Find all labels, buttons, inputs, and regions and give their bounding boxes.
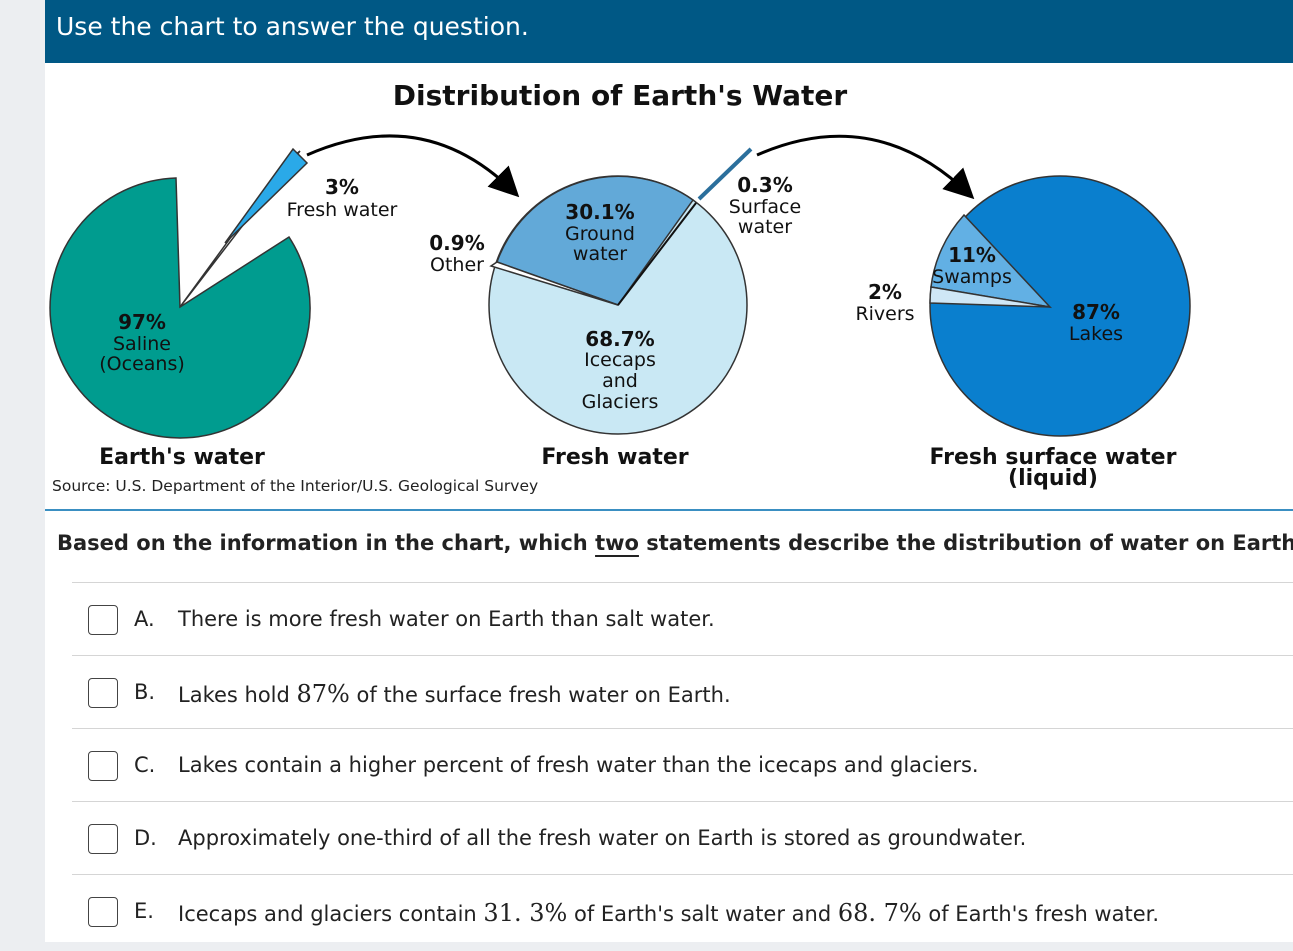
text-run: of Earth's fresh water. [921, 902, 1160, 926]
pie2-surface-percent: 0.3% [737, 173, 792, 197]
pie3-swamps-label: Swamps [932, 266, 1012, 288]
text-run: Lakes contain a higher percent of fresh … [178, 753, 979, 777]
pie2-other-label: Other [430, 254, 484, 276]
pie2-other-percent: 0.9% [429, 231, 484, 255]
text-run: There is more fresh water on Earth than … [178, 607, 715, 631]
pie2-icecaps-label: Icecaps [584, 349, 656, 371]
pie1-saline-label-2: (Oceans) [99, 353, 185, 375]
pie3-lakes-percent: 87% [1072, 300, 1120, 324]
pie2-groundwater-percent: 30.1% [565, 200, 634, 224]
pie2-groundwater-label: Ground [565, 223, 635, 245]
pie1-caption: Earth's water [99, 445, 265, 470]
pie3-swamps-slice [930, 213, 1053, 309]
choice-c[interactable]: C. Lakes contain a higher percent of fres… [72, 728, 1293, 801]
pie2-icecaps-label-3: Glaciers [582, 391, 659, 413]
choice-letter: C. [134, 753, 156, 777]
checkbox-d[interactable] [88, 824, 118, 854]
chart-source: Source: U.S. Department of the Interior/… [52, 477, 538, 495]
pie2-groundwater-slice [496, 175, 695, 306]
pie1-freshwater-exploded-slice [224, 147, 309, 244]
pie3-rivers-percent: 2% [868, 280, 902, 304]
text-run: Lakes hold [178, 683, 297, 707]
choice-text: Approximately one-third of all the fresh… [178, 826, 1026, 850]
question-prompt: Based on the information in the chart, w… [57, 531, 1293, 555]
checkbox-a[interactable] [88, 605, 118, 635]
pie2-groundwater-label-2: water [573, 243, 627, 265]
pie2-surface-label: Surface [729, 196, 801, 218]
text-run: of the surface fresh water on Earth. [349, 683, 731, 707]
choice-e[interactable]: E. Icecaps and glaciers contain 31. 3% of… [72, 874, 1293, 947]
pie1-saline-label: Saline [113, 333, 171, 355]
pie3-swamps-percent: 11% [948, 243, 996, 267]
pie3-rivers-slice [929, 286, 1051, 308]
choice-letter: A. [134, 607, 155, 631]
pie2-surface-slice [617, 202, 697, 306]
pie3-lakes-slice [929, 175, 1191, 437]
text-run: Approximately one-third of all the fresh… [178, 826, 1027, 850]
math-value: 31. 3% [483, 899, 568, 927]
text-run: of Earth's salt water and [567, 902, 838, 926]
pie3-caption: Fresh surface water [930, 445, 1177, 470]
choice-text: Lakes hold 87% of the surface fresh wate… [178, 680, 731, 708]
pie3-rivers-label: Rivers [855, 303, 914, 325]
math-value: 68. 7% [837, 899, 922, 927]
checkbox-b[interactable] [88, 678, 118, 708]
choice-text: Icecaps and glaciers contain 31. 3% of E… [178, 899, 1159, 927]
instruction-header: Use the chart to answer the question. [45, 0, 1293, 63]
pie1-saline-percent: 97% [118, 310, 166, 334]
question-emphasis: two [595, 531, 639, 555]
arrow-earth-to-fresh [306, 134, 520, 198]
pie3-lakes-label: Lakes [1069, 323, 1123, 345]
checkbox-e[interactable] [88, 897, 118, 927]
chart-title: Distribution of Earth's Water [393, 79, 848, 112]
choice-text: There is more fresh water on Earth than … [178, 607, 715, 631]
checkbox-c[interactable] [88, 751, 118, 781]
choice-letter: B. [134, 680, 156, 704]
math-value: 87% [296, 680, 350, 708]
choice-b[interactable]: B. Lakes hold 87% of the surface fresh wa… [72, 655, 1293, 728]
pie2-surface-label-2: water [738, 216, 792, 238]
pie1-freshwater-percent: 3% [325, 175, 359, 199]
pie2-surface-exploded-slice [697, 147, 753, 201]
instruction-text: Use the chart to answer the question. [56, 12, 529, 41]
section-divider [45, 509, 1293, 511]
choice-letter: E. [134, 899, 154, 923]
text-run: Icecaps and glaciers contain [178, 902, 484, 926]
choice-letter: D. [134, 826, 157, 850]
question-prefix: Based on the information in the chart, w… [57, 531, 596, 555]
pie2-other-slice [489, 261, 619, 306]
water-distribution-chart: Distribution of Earth's Water 3% Fresh w… [49, 79, 1191, 495]
choice-a[interactable]: A. There is more fresh water on Earth tha… [72, 582, 1293, 655]
pie2-icecaps-percent: 68.7% [585, 327, 654, 351]
question-panel: Use the chart to answer the question. Di… [45, 0, 1293, 942]
arrow-fresh-to-surface [756, 134, 975, 200]
pie2-icecaps-label-2: and [602, 370, 638, 392]
pie1-freshwater-label: Fresh water [287, 199, 398, 221]
choice-text: Lakes contain a higher percent of fresh … [178, 753, 979, 777]
choice-d[interactable]: D. Approximately one-third of all the fre… [72, 801, 1293, 874]
question-suffix: statements describe the distribution of … [638, 531, 1293, 555]
pie2-caption: Fresh water [541, 445, 688, 470]
pie3-caption-2: (liquid) [1008, 466, 1098, 491]
pie1-saline-slice [49, 177, 311, 439]
